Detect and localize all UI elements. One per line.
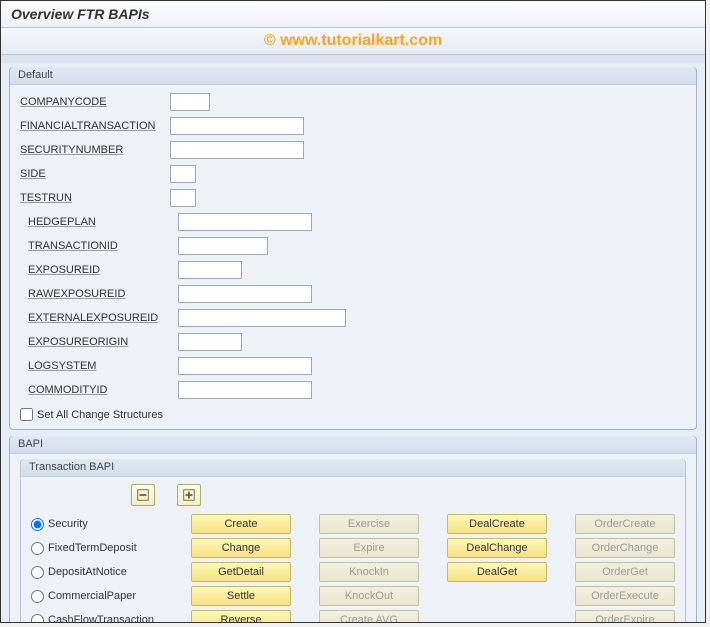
radio-label: CommercialPaper — [48, 590, 136, 602]
bapi-toolbar — [31, 482, 675, 512]
field-label: HEDGEPLAN — [28, 216, 178, 228]
radio-security[interactable]: Security — [31, 514, 183, 534]
orderexpire-button: OrderExpire — [575, 610, 675, 623]
knockin-button: KnockIn — [319, 562, 419, 582]
field-label: FINANCIALTRANSACTION — [20, 120, 170, 132]
field-row: COMMODITYID — [28, 378, 368, 402]
field-row: TRANSACTIONID — [28, 234, 368, 258]
securitynumber-input[interactable] — [170, 141, 304, 159]
default-left-column: COMPANYCODE FINANCIALTRANSACTION SECURITYN… — [20, 90, 340, 210]
radio-input[interactable] — [31, 518, 44, 531]
companycode-input[interactable] — [170, 93, 210, 111]
field-label: TESTRUN — [20, 192, 170, 204]
change-button[interactable]: Change — [191, 538, 291, 558]
commodityid-input[interactable] — [178, 381, 312, 399]
default-groupbox: Default COMPANYCODE FINANCIALTRANSACTION S… — [9, 67, 697, 430]
reverse-button[interactable]: Reverse — [191, 610, 291, 623]
hedgeplan-input[interactable] — [178, 213, 312, 231]
radio-input[interactable] — [31, 542, 44, 555]
radio-input[interactable] — [31, 566, 44, 579]
orderexecute-button: OrderExecute — [575, 586, 675, 606]
exposureid-input[interactable] — [178, 261, 242, 279]
default-legend: Default — [10, 67, 696, 85]
dealchange-button[interactable]: DealChange — [447, 538, 547, 558]
settle-button[interactable]: Settle — [191, 586, 291, 606]
radio-label: DepositAtNotice — [48, 566, 127, 578]
collapse-icon-button[interactable] — [131, 484, 155, 506]
field-row: COMPANYCODE — [20, 90, 340, 114]
bapi-radio-column: Security FixedTermDeposit DepositAtNotice C… — [31, 512, 183, 623]
exercise-button: Exercise — [319, 514, 419, 534]
externalexposureid-input[interactable] — [178, 309, 346, 327]
ordercreate-button: OrderCreate — [575, 514, 675, 534]
field-row: EXPOSUREID — [28, 258, 368, 282]
page-title: Overview FTR BAPIs — [11, 6, 150, 22]
knockout-button: KnockOut — [319, 586, 419, 606]
field-row: HEDGEPLAN — [28, 210, 368, 234]
watermark-bar: © www.tutorialkart.com — [1, 28, 705, 55]
orderget-button: OrderGet — [575, 562, 675, 582]
field-row: SECURITYNUMBER — [20, 138, 340, 162]
field-label: LOGSYSTEM — [28, 360, 178, 372]
expire-button: Expire — [319, 538, 419, 558]
rawexposureid-input[interactable] — [178, 285, 312, 303]
radio-label: CashFlowTransaction — [48, 614, 154, 623]
transactionid-input[interactable] — [178, 237, 268, 255]
transaction-bapi-legend: Transaction BAPI — [21, 459, 685, 477]
radio-label: Security — [48, 518, 88, 530]
transaction-bapi-group: Transaction BAPI Security FixedTermDeposi… — [20, 459, 686, 623]
button-column: CreateChangeGetDetailSettleReverseGiveNo… — [191, 514, 291, 623]
side-input[interactable] — [170, 165, 196, 183]
orderchange-button: OrderChange — [575, 538, 675, 558]
field-row: LOGSYSTEM — [28, 354, 368, 378]
button-column: DealCreateDealChangeDealGetCondDealCreat… — [447, 514, 547, 623]
button-column: ExerciseExpireKnockInKnockOutCreate AVGC… — [319, 514, 419, 623]
getdetail-button[interactable]: GetDetail — [191, 562, 291, 582]
logsystem-input[interactable] — [178, 357, 312, 375]
dealget-button[interactable]: DealGet — [447, 562, 547, 582]
field-label: EXPOSUREID — [28, 264, 178, 276]
field-label: EXTERNALEXPOSUREID — [28, 312, 178, 324]
radio-label: FixedTermDeposit — [48, 542, 137, 554]
field-row: EXTERNALEXPOSUREID — [28, 306, 368, 330]
field-label: COMMODITYID — [28, 384, 178, 396]
create-button[interactable]: Create — [191, 514, 291, 534]
field-row: FINANCIALTRANSACTION — [20, 114, 340, 138]
bapi-legend: BAPI — [10, 436, 696, 454]
radio-input[interactable] — [31, 590, 44, 603]
button-column: OrderCreate OrderChange OrderGet OrderExecu… — [575, 514, 675, 623]
testrun-input[interactable] — [170, 189, 196, 207]
exposureorigin-input[interactable] — [178, 333, 242, 351]
field-label: EXPOSUREORIGIN — [28, 336, 178, 348]
radio-depositatnotice[interactable]: DepositAtNotice — [31, 562, 183, 582]
radio-cashflowtransaction[interactable]: CashFlowTransaction — [31, 610, 183, 623]
bapi-button-grid: CreateChangeGetDetailSettleReverseGiveNo… — [191, 512, 675, 623]
radio-fixedtermdeposit[interactable]: FixedTermDeposit — [31, 538, 183, 558]
default-right-column: HEDGEPLAN TRANSACTIONID EXPOSUREID RAWEXPOS… — [28, 210, 368, 402]
create-avg-button: Create AVG — [319, 610, 419, 623]
financialtransaction-input[interactable] — [170, 117, 304, 135]
field-label: SECURITYNUMBER — [20, 144, 170, 156]
title-bar: Overview FTR BAPIs — [1, 1, 705, 28]
radio-commercialpaper[interactable]: CommercialPaper — [31, 586, 183, 606]
set-all-change-row: Set All Change Structures — [20, 408, 686, 421]
field-label: TRANSACTIONID — [28, 240, 178, 252]
expand-icon-button[interactable] — [177, 484, 201, 506]
field-label: SIDE — [20, 168, 170, 180]
set-all-change-checkbox[interactable] — [20, 408, 33, 421]
spacer — [1, 55, 705, 63]
field-label: COMPANYCODE — [20, 96, 170, 108]
sap-window: Overview FTR BAPIs © www.tutorialkart.co… — [0, 0, 706, 623]
set-all-change-label: Set All Change Structures — [37, 409, 163, 421]
radio-input[interactable] — [31, 614, 44, 624]
field-label: RAWEXPOSUREID — [28, 288, 178, 300]
field-row: RAWEXPOSUREID — [28, 282, 368, 306]
field-row: SIDE — [20, 162, 340, 186]
dealcreate-button[interactable]: DealCreate — [447, 514, 547, 534]
field-row: EXPOSUREORIGIN — [28, 330, 368, 354]
bapi-groupbox: BAPI Transaction BAPI Security FixedTermD… — [9, 436, 697, 623]
watermark-text: © www.tutorialkart.com — [264, 32, 442, 50]
field-row: TESTRUN — [20, 186, 340, 210]
